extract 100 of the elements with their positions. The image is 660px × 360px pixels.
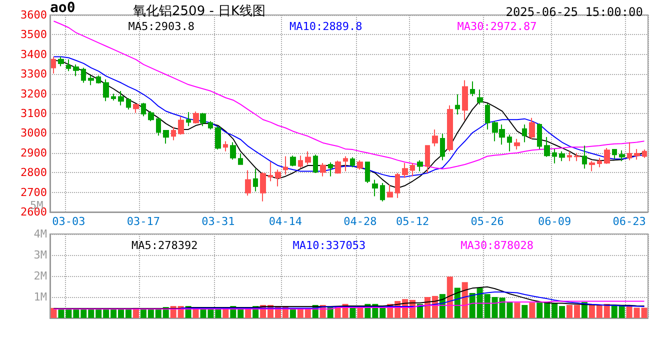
candlestick [103,78,109,102]
y-tick-label: 3300 [20,68,47,81]
candlestick [470,80,475,97]
candlestick [260,172,266,202]
y-tick-label: 1M [34,290,48,304]
bar [529,302,536,318]
y-tick-label: 2900 [20,146,47,160]
candlestick [230,142,236,160]
candlestick [88,74,94,86]
y-tick-label: 4M [34,228,48,240]
candlestick [485,102,490,130]
candlestick [365,161,370,184]
candlestick [552,148,557,164]
candlestick [148,110,154,122]
text: MA10:2889.8 [289,20,362,33]
candlestick [537,123,542,150]
candlestick [313,154,318,174]
candlestick [223,140,228,152]
y-tick-label: 3500 [20,28,47,42]
candlestick [51,56,56,74]
text: MA10:337053 [292,239,366,252]
candlestick [73,64,79,77]
line-series [53,20,645,170]
candlestick [574,152,580,162]
candlestick [275,169,281,187]
x-tick-label: 03-03 [52,215,86,228]
bar [514,302,520,318]
candlestick [544,136,550,158]
candlestick [133,102,139,114]
candlestick [447,104,453,152]
candlestick [604,147,610,164]
candlestick [514,138,520,150]
text: MA5:2903.8 [128,20,194,33]
candlestick [193,111,199,124]
candlestick [357,160,363,170]
bar [522,304,528,318]
y-tick-label: 3600 [20,8,47,22]
candlestick [141,102,146,117]
candlestick [350,156,355,168]
text: MA30:2972.87 [457,20,537,33]
candlestick [402,162,408,178]
x-tick-label: 06-09 [538,215,572,228]
y-tick-label: 3000 [20,126,47,140]
candlestick [208,120,213,130]
candlestick [96,74,101,84]
candlestick [372,179,378,197]
bar [50,308,57,318]
candlestick [343,156,348,172]
candlestick [305,150,311,166]
x-tick-label: 05-12 [396,215,430,228]
text: MA5:278392 [132,239,198,252]
candlestick [507,134,512,152]
candlestick [410,162,415,177]
text: MA30:878028 [460,239,534,252]
candlestick [111,93,116,101]
candlestick [432,128,438,147]
candlestick [186,112,191,127]
candlestick [66,58,71,72]
candlestick [126,98,131,110]
candlestick [320,162,326,177]
candlestick [440,133,445,161]
y-tick-label: 2700 [20,186,47,199]
x-tick-label: 04-28 [344,215,377,228]
chart-title: 氧化铝2509 - 日K线图 [133,4,266,19]
chart-subtitle: 2025-06-25 15:00:00 [506,5,644,19]
candlestick [425,145,430,174]
candlestick [298,155,303,168]
candlestick [417,160,423,172]
candlestick [283,156,288,176]
candlestick [462,80,468,121]
candlestick [477,88,483,105]
y-tick-label: 2M [34,270,48,282]
candlestick [290,155,296,167]
candlestick [178,116,184,136]
candlestick [589,160,595,172]
candlestick [529,117,535,140]
candlestick [380,182,385,202]
candlestick [335,160,341,174]
annotation: ao0 [50,0,76,16]
y-tick-label: 3M [34,248,48,262]
bar [446,276,453,318]
candlestick [118,90,124,106]
y-tick-label: 2800 [20,166,47,180]
candlestick [619,150,625,162]
line-series [180,291,645,309]
candlestick [171,126,176,141]
candlestick [567,150,572,162]
candlestick [634,148,640,160]
candlestick [387,184,393,198]
candlestick [395,172,400,199]
bar [462,282,468,318]
candlestick [163,130,169,144]
x-tick-label: 03-31 [202,215,235,228]
line-series [53,286,645,310]
candlestick [81,67,86,84]
candlestick [215,126,221,150]
y-tick-label: 3100 [20,107,47,120]
candlestick [238,152,243,165]
y-tick-label: 3400 [20,48,47,61]
candlestick [642,149,647,158]
